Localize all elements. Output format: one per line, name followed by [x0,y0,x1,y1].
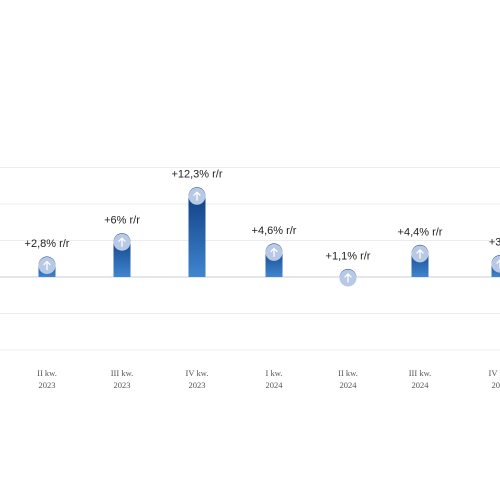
data-label: +6% r/r [104,215,140,227]
arrow-up-icon [416,249,424,259]
x-tick-label-quarter: IV kw. [186,368,209,378]
x-tick-label-year: 2024 [412,380,430,390]
x-tick-label-year: 2023 [114,380,131,390]
x-tick-label-quarter: IV kw. [489,368,500,378]
data-label: +4,4% r/r [398,226,443,238]
arrow-up-icon [270,247,278,258]
data-label: +4,6% r/r [252,225,297,237]
bar-group-5 [411,244,429,277]
bar-group-0 [38,256,56,277]
bar-group-4 [339,268,357,287]
bars [38,187,500,287]
x-tick-label-year: 2024 [340,380,358,390]
bar-group-6 [491,255,500,277]
arrow-up-icon [344,273,352,283]
arrow-up-icon [496,259,500,269]
x-tick-label-year: 2023 [189,380,206,390]
data-label: +3% [489,237,500,249]
x-axis-tick-labels: II kw. 2023 III kw. 2023 IV kw. 2023 I kw. 2024… [37,368,500,390]
data-labels: +2,8% r/r +6% r/r +12,3% r/r +4,6% r/r +1,1%… [25,169,500,263]
x-tick-label-year: 2023 [39,380,56,390]
bar-group-1 [113,233,131,277]
x-tick-label-quarter: III kw. [111,368,134,378]
data-label: +2,8% r/r [25,238,70,250]
arrow-up-icon [193,191,201,201]
data-label: +12,3% r/r [171,169,222,181]
x-tick-label-year: 2024 [492,380,500,390]
data-label: +1,1% r/r [326,250,371,262]
arrow-up-icon [118,237,126,247]
bar [188,187,206,277]
x-tick-label-year: 2024 [266,380,284,390]
arrow-up-icon [43,260,51,271]
bar-group-2 [188,187,206,277]
x-tick-label-quarter: I kw. [266,368,283,378]
x-tick-label-quarter: II kw. [37,368,57,378]
bar-group-3 [265,243,283,277]
x-tick-label-quarter: III kw. [409,368,432,378]
bar-marker [491,255,500,273]
x-tick-label-quarter: II kw. [338,368,358,378]
gridlines [0,167,500,351]
